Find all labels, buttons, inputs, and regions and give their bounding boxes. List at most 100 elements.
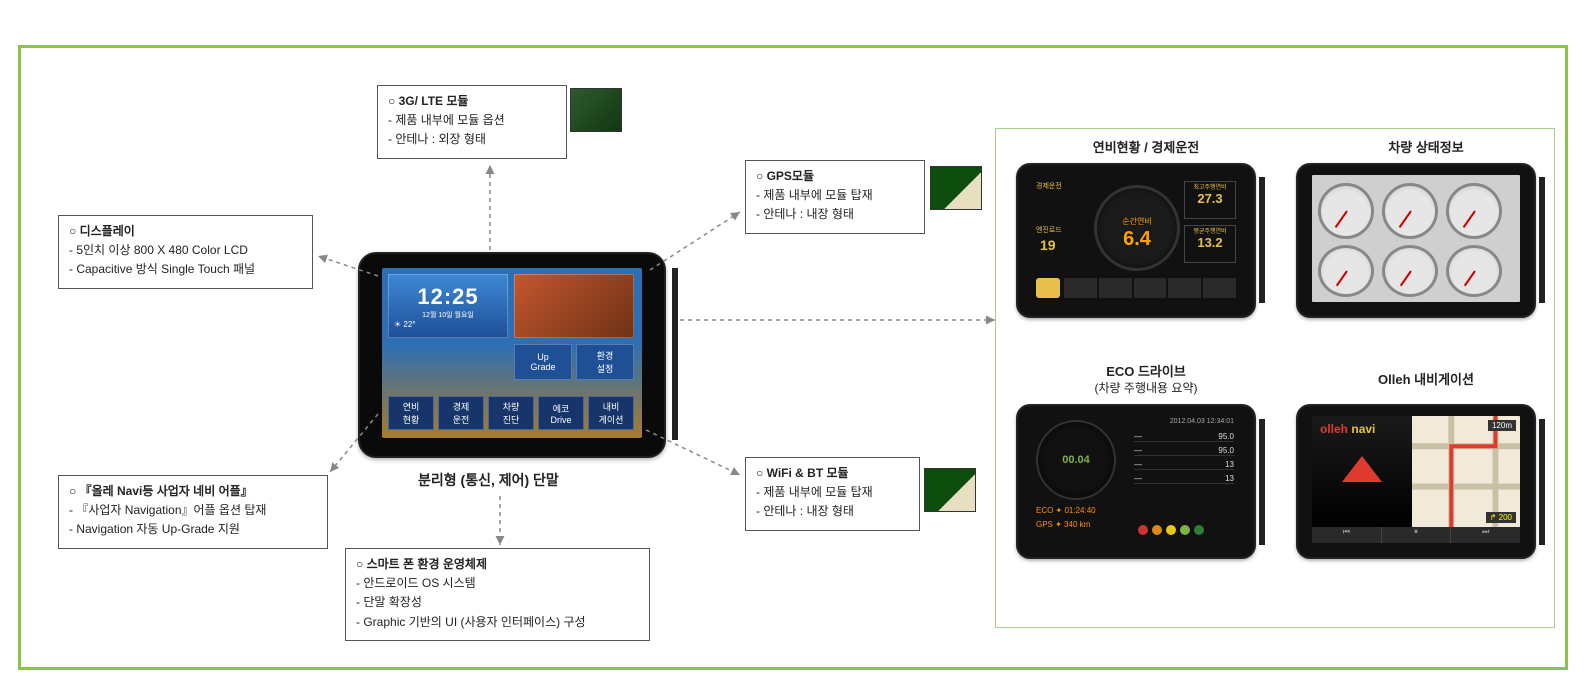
fuel-right-label: 최고주행연비 (1185, 182, 1235, 191)
fuel-right-box: 최고주행연비 27.3 (1184, 181, 1236, 219)
status-screen (1312, 175, 1520, 302)
tile-upgrade[interactable]: Up Grade (514, 344, 572, 380)
callout-os: 스마트 폰 환경 운영체제 안드로이드 OS 시스템 단말 확장성 Graphi… (345, 548, 650, 641)
eco-gauge-value: 00.04 (1038, 454, 1114, 466)
eco-row-val: 95.0 (1218, 432, 1234, 441)
status-gauge (1318, 245, 1374, 297)
eco-time: 01:24:40 (1064, 506, 1095, 515)
olleh-bracket (1539, 419, 1545, 545)
callout-line: 제품 내부에 모듈 탑재 (756, 186, 914, 205)
callout-line: 『사업자 Navigation』어플 옵션 탑재 (69, 501, 317, 520)
status-gauge (1446, 183, 1502, 239)
eco-dot (1180, 525, 1190, 535)
olleh-map: 120m ↱ 200 (1412, 416, 1520, 527)
wifi-module-chip (924, 468, 976, 512)
status-gauge (1446, 245, 1502, 297)
fuel-right-value: 13.2 (1185, 235, 1235, 250)
status-gauge (1318, 183, 1374, 239)
clock-date: 12월 10일 월요일 (422, 310, 474, 320)
olleh-turn-badge: 200 (1499, 513, 1512, 522)
central-tablet: 12:25 12월 10일 월요일 ☀ 22° Up Grade 환경 설정 연… (358, 252, 666, 458)
bottom-tab[interactable]: 경제 운전 (438, 396, 484, 430)
central-tablet-caption: 분리형 (통신, 제어) 단말 (418, 470, 559, 490)
callout-display-title: 디스플레이 (69, 222, 302, 241)
callout-os-title: 스마트 폰 환경 운영체제 (356, 555, 639, 574)
callout-display-line: 5인치 이상 800 X 480 Color LCD (69, 241, 302, 260)
callout-wifi: WiFi & BT 모듈 제품 내부에 모듈 탑재 안테나 : 내장 형태 (745, 457, 920, 531)
olleh-screen: olleh navi 120m ↱ 200 ⏮ ⏸ (1312, 416, 1520, 543)
fuel-center-value: 6.4 (1097, 228, 1177, 251)
eco-main-gauge: 00.04 (1036, 420, 1116, 500)
callout-line: 제품 내부에 모듈 옵션 (388, 111, 556, 130)
callout-line: 제품 내부에 모듈 탑재 (756, 483, 909, 502)
eco-mini-tablet: 00.04 ECO ✦ 01:24:40 GPS ✦ 340 km 2012.0… (1016, 404, 1256, 559)
status-gauge (1382, 245, 1438, 297)
callout-gps: GPS모듈 제품 내부에 모듈 탑재 안테나 : 내장 형태 (745, 160, 925, 234)
callout-line: 안테나 : 외장 형태 (388, 130, 556, 149)
fuel-bracket (1259, 177, 1265, 303)
eco-dist: 340 (1064, 520, 1077, 529)
eco-dot (1152, 525, 1162, 535)
fuel-left-value: 19 (1040, 237, 1056, 253)
callout-navi-app: 『올레 Navi등 사업자 네비 어플』 『사업자 Navigation』어플 … (58, 475, 328, 549)
bottom-tab[interactable]: 내비 게이션 (588, 396, 634, 430)
callout-line: 안드로이드 OS 시스템 (356, 574, 639, 593)
screen-title-eco: ECO 드라이브 (1016, 361, 1276, 380)
fuel-bottom-icon (1099, 278, 1132, 298)
callout-line: 안테나 : 내장 형태 (756, 502, 909, 521)
fuel-bottom-icon (1168, 278, 1201, 298)
callout-line: Graphic 기반의 UI (사용자 인터페이스) 구성 (356, 613, 639, 632)
status-mini-tablet (1296, 163, 1536, 318)
callout-navi-title: 『올레 Navi등 사업자 네비 어플』 (69, 482, 317, 501)
callout-gps-title: GPS모듈 (756, 167, 914, 186)
bottom-tab[interactable]: 차량 진단 (488, 396, 534, 430)
central-tablet-bracket (672, 268, 678, 440)
screen-title-olleh: Olleh 내비게이션 (1296, 369, 1556, 388)
olleh-ctrl-btn[interactable]: ⏭ (1451, 527, 1520, 543)
eco-dist-unit: km (1080, 520, 1091, 529)
callout-display-line: Capacitive 방식 Single Touch 패널 (69, 260, 302, 279)
fuel-left-label: 엔진로드 (1036, 225, 1062, 235)
eco-row-val: 13 (1225, 460, 1234, 469)
eco-row-val: 95.0 (1218, 446, 1234, 455)
clock-time: 12:25 (417, 284, 478, 310)
eco-dot (1194, 525, 1204, 535)
lte-module-chip (570, 88, 622, 132)
fuel-bottom-icon (1134, 278, 1167, 298)
fuel-right-value: 27.3 (1185, 191, 1235, 206)
olleh-mini-tablet: olleh navi 120m ↱ 200 ⏮ ⏸ (1296, 404, 1536, 559)
callout-line: Navigation 자동 Up-Grade 지원 (69, 520, 317, 539)
wallpaper-tile (514, 274, 634, 338)
olleh-map-svg (1412, 416, 1520, 527)
olleh-ctrl-btn[interactable]: ⏸ (1382, 527, 1452, 543)
eco-dot (1138, 525, 1148, 535)
olleh-brand-navi: navi (1351, 422, 1375, 436)
callout-lte-title: 3G/ LTE 모듈 (388, 92, 556, 111)
screen-title-fuel: 연비현황 / 경제운전 (1016, 137, 1276, 156)
olleh-brand-olleh: olleh (1320, 422, 1348, 436)
fuel-bottom-icon (1203, 278, 1236, 298)
eco-row-val: 13 (1225, 474, 1234, 483)
fuel-bottom-icon (1064, 278, 1097, 298)
fuel-bottom-icon (1036, 278, 1060, 298)
olleh-left-panel: olleh navi (1312, 416, 1412, 527)
callout-wifi-title: WiFi & BT 모듈 (756, 464, 909, 483)
clock-temp: 22 (403, 320, 412, 329)
callout-line: 단말 확장성 (356, 593, 639, 612)
fuel-screen: 경제운전 엔진로드 19 순간연비 6.4 최고주행연비 27.3 평균주행연비… (1032, 175, 1240, 302)
fuel-right-label: 평균주행연비 (1185, 226, 1235, 235)
central-tablet-screen: 12:25 12월 10일 월요일 ☀ 22° Up Grade 환경 설정 연… (382, 268, 642, 438)
callout-lte: 3G/ LTE 모듈 제품 내부에 모듈 옵션 안테나 : 외장 형태 (377, 85, 567, 159)
eco-dot (1166, 525, 1176, 535)
olleh-ctrl-btn[interactable]: ⏮ (1312, 527, 1382, 543)
olleh-dist-badge: 120m (1488, 420, 1516, 431)
bottom-tab[interactable]: 연비 현황 (388, 396, 434, 430)
status-gauge (1382, 183, 1438, 239)
fuel-center-gauge: 순간연비 6.4 (1094, 185, 1180, 271)
status-bracket (1539, 177, 1545, 303)
fuel-right-box: 평균주행연비 13.2 (1184, 225, 1236, 263)
bottom-tab[interactable]: 에코 Drive (538, 396, 584, 430)
fuel-left-label: 경제운전 (1036, 181, 1062, 191)
tile-settings[interactable]: 환경 설정 (576, 344, 634, 380)
gps-module-chip (930, 166, 982, 210)
